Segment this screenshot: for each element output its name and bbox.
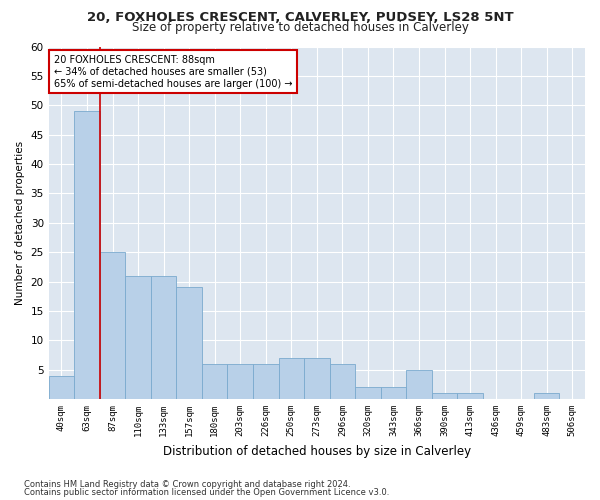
X-axis label: Distribution of detached houses by size in Calverley: Distribution of detached houses by size … (163, 444, 471, 458)
Text: 20 FOXHOLES CRESCENT: 88sqm
← 34% of detached houses are smaller (53)
65% of sem: 20 FOXHOLES CRESCENT: 88sqm ← 34% of det… (54, 56, 293, 88)
Bar (227, 364, 253, 399)
Bar (432, 393, 457, 399)
Bar (49, 376, 74, 399)
Bar (151, 276, 176, 399)
Bar (176, 288, 202, 399)
Bar (329, 364, 355, 399)
Bar (534, 393, 559, 399)
Text: 20, FOXHOLES CRESCENT, CALVERLEY, PUDSEY, LS28 5NT: 20, FOXHOLES CRESCENT, CALVERLEY, PUDSEY… (86, 11, 514, 24)
Bar (100, 252, 125, 399)
Bar (304, 358, 329, 399)
Bar (406, 370, 432, 399)
Bar (278, 358, 304, 399)
Text: Size of property relative to detached houses in Calverley: Size of property relative to detached ho… (131, 21, 469, 34)
Bar (253, 364, 278, 399)
Text: Contains HM Land Registry data © Crown copyright and database right 2024.: Contains HM Land Registry data © Crown c… (24, 480, 350, 489)
Text: Contains public sector information licensed under the Open Government Licence v3: Contains public sector information licen… (24, 488, 389, 497)
Y-axis label: Number of detached properties: Number of detached properties (15, 140, 25, 305)
Bar (202, 364, 227, 399)
Bar (125, 276, 151, 399)
Bar (380, 388, 406, 399)
Bar (355, 388, 380, 399)
Bar (457, 393, 483, 399)
Bar (74, 111, 100, 399)
